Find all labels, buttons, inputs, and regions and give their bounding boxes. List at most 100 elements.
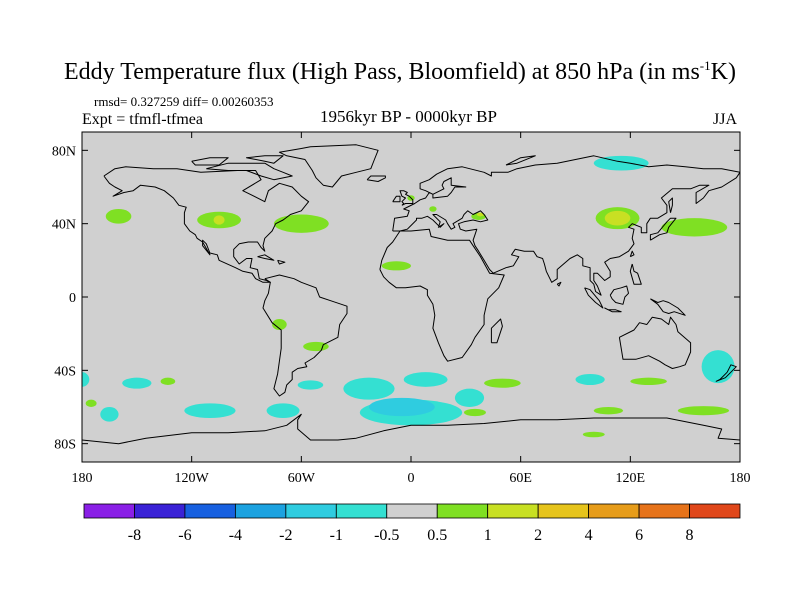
field-region-19 [184, 403, 236, 418]
coastline-8 [618, 316, 692, 369]
coastline-11 [584, 287, 604, 309]
field-region-11 [604, 210, 631, 226]
colorbar-label-8: 2 [534, 527, 542, 544]
field-region-22 [343, 377, 395, 400]
colorbar-swatch-1 [134, 503, 186, 519]
colorbar-label-10: 6 [635, 527, 643, 544]
coastline-24 [556, 281, 562, 287]
coastline-4 [399, 190, 414, 206]
colorbar-label-4: -1 [330, 527, 343, 544]
field-region-35 [582, 431, 605, 438]
colorbar-swatch-0 [83, 503, 135, 519]
map-axes: 180 120W 60W 0 60E 120E 180 80N 40N 0 40S 80S [52, 132, 751, 486]
field-region-25 [368, 397, 435, 417]
experiment-label: Expt = tfmfl-tfmea [82, 111, 203, 128]
coastline-1 [262, 274, 348, 397]
colorbar-swatch-11 [638, 503, 690, 519]
colorbar: -8 -6 -4 -2 -1 -0.5 0.5 1 2 4 6 8 [83, 503, 741, 544]
field-region-13 [272, 319, 287, 330]
field-contours [82, 155, 735, 438]
coastline-20 [257, 254, 275, 261]
field-region-33 [593, 407, 624, 415]
field-region-28 [575, 374, 605, 385]
colorbar-swatch-2 [184, 503, 236, 519]
lon-tick-label-5: 120E [616, 471, 646, 486]
season-label: JJA [713, 111, 738, 128]
coastline-19 [191, 157, 229, 166]
field-region-31 [85, 399, 97, 408]
field-region-17 [160, 377, 176, 386]
lon-tick-label-1: 120W [175, 471, 210, 486]
colorbar-label-9: 4 [585, 527, 593, 544]
field-region-26 [454, 388, 485, 408]
colorbar-label-1: -6 [178, 527, 191, 544]
period-label: 1956kyr BP - 0000kyr BP [320, 107, 497, 126]
field-region-0 [105, 209, 132, 224]
colorbar-label-5: -0.5 [374, 527, 399, 544]
colorbar-label-7: 1 [484, 527, 492, 544]
coastline-12 [604, 307, 622, 313]
coastline-6 [366, 175, 386, 182]
coastline-16 [82, 413, 740, 445]
map-title: Eddy Temperature flux (High Pass, Bloomf… [64, 58, 736, 85]
field-region-8 [476, 212, 485, 217]
lat-tick-label-0: 80N [52, 144, 76, 159]
field-region-15 [82, 372, 90, 387]
colorbar-label-6: 0.5 [427, 527, 447, 544]
colorbar-swatch-5 [335, 503, 388, 519]
coastline-18 [246, 155, 284, 164]
coastline-2 [379, 228, 505, 362]
colorbar-swatch-12 [689, 503, 741, 519]
coastline-23 [629, 263, 642, 285]
field-region-29 [630, 377, 667, 386]
lon-tick-label-6: 180 [730, 471, 751, 486]
field-region-21 [297, 380, 324, 390]
lon-tick-label-4: 60E [509, 471, 532, 486]
colorbar-label-3: -2 [279, 527, 292, 544]
coastline-0 [103, 166, 310, 283]
coastline-21 [277, 259, 286, 265]
lat-tick-label-4: 80S [54, 438, 76, 453]
coastline-15 [715, 364, 737, 382]
colorbar-swatch-7 [436, 503, 489, 519]
lon-tick-label-3: 0 [408, 471, 415, 486]
colorbar-swatch-8 [487, 503, 539, 519]
field-region-23 [403, 372, 448, 387]
lon-tick-label-0: 180 [72, 471, 93, 486]
field-region-20 [266, 403, 300, 418]
field-region-4 [381, 261, 411, 271]
coastline-25 [505, 155, 536, 166]
coastline-10 [649, 217, 677, 241]
colorbar-swatch-4 [285, 503, 337, 519]
colorbar-label-11: 8 [686, 527, 694, 544]
colorbar-swatch-10 [588, 503, 640, 519]
lat-tick-label-2: 0 [69, 291, 76, 306]
colorbar-swatch-6 [386, 503, 438, 519]
colorbar-label-0: -8 [128, 527, 141, 544]
field-region-12 [661, 218, 728, 237]
coastline-13 [609, 285, 629, 305]
coastline-9 [490, 318, 503, 344]
field-region-27 [484, 378, 521, 388]
field-region-9 [593, 155, 649, 171]
lat-tick-label-3: 40S [54, 364, 76, 379]
coastlines [82, 144, 740, 445]
coastline-22 [629, 250, 635, 258]
lon-tick-label-2: 60W [288, 471, 316, 486]
field-region-16 [122, 377, 152, 389]
coastline-14 [650, 298, 686, 316]
colorbar-swatch-3 [234, 503, 287, 519]
colorbar-swatch-9 [537, 503, 590, 519]
coastline-3 [392, 155, 740, 296]
field-region-2 [213, 215, 225, 225]
coastline-5 [392, 195, 401, 203]
field-region-30 [701, 350, 735, 384]
coastline-17 [206, 162, 293, 181]
field-region-34 [677, 406, 730, 416]
lat-tick-label-1: 40N [52, 218, 76, 233]
colorbar-label-2: -4 [229, 527, 242, 544]
coastline-26 [668, 197, 673, 213]
field-region-32 [464, 408, 486, 417]
